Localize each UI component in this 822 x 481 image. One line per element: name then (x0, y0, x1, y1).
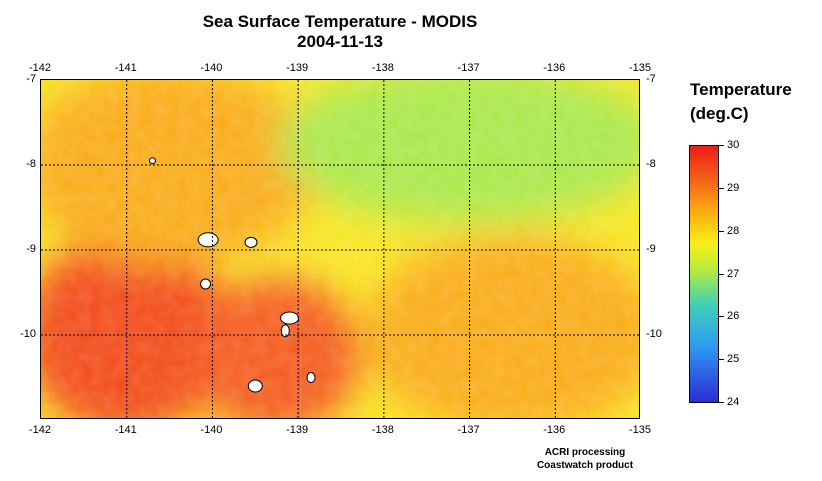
x-tick-label-top: -137 (457, 62, 480, 74)
colorbar-tick-label: 25 (727, 353, 740, 366)
island-1 (244, 236, 258, 248)
x-tick-label-top: -135 (628, 62, 652, 74)
x-tick-label-top: -139 (286, 62, 309, 74)
chart-date: 2004-11-13 (296, 32, 384, 51)
x-tick-label-top: -140 (200, 62, 223, 74)
y-tick-label-left: -8 (26, 158, 36, 170)
graticule (41, 80, 639, 418)
y-tick-label-left: -7 (26, 73, 36, 85)
x-tick-label-bottom: -141 (114, 424, 137, 436)
y-tick-label-right: -8 (646, 158, 656, 170)
colorbar-tick-label: 27 (727, 267, 740, 280)
colorbar-tick-label: 28 (727, 224, 740, 237)
x-tick-label-top: -136 (543, 62, 566, 74)
island-3 (280, 311, 300, 325)
colorbar-tick-mark (719, 187, 724, 189)
y-tick-label-left: -9 (26, 243, 36, 255)
colorbar-tick-mark (719, 359, 724, 361)
legend-title: Temperature (690, 80, 792, 99)
sst-texture (41, 80, 639, 418)
colorbar-tick-label: 29 (727, 181, 740, 194)
colorbar-tick-label: 24 (727, 396, 740, 408)
island-7 (148, 157, 156, 165)
sst-map (40, 79, 640, 419)
credit-processing: ACRI processing (544, 447, 626, 458)
x-tick-label-bottom: -137 (457, 424, 480, 436)
y-tick-label-right: -10 (646, 328, 662, 340)
colorbar-tick-label: 30 (727, 139, 740, 151)
island-0 (197, 232, 219, 248)
sst-map-canvas (41, 80, 639, 418)
y-tick-label-right: -9 (646, 243, 656, 255)
x-tick-label-bottom: -136 (543, 424, 566, 436)
chart-title: Sea Surface Temperature - MODIS (202, 12, 478, 31)
colorbar-tick-mark (719, 145, 724, 146)
colorbar-tick-mark (719, 316, 724, 318)
colorbar-tick-mark (719, 402, 724, 403)
legend-units: (deg.C) (690, 104, 749, 123)
y-tick-label-left: -10 (20, 328, 36, 340)
islands (148, 157, 316, 393)
colorbar-tick-mark (719, 273, 724, 275)
x-tick-label-bottom: -135 (628, 424, 652, 436)
x-tick-label-top: -138 (371, 62, 394, 74)
island-6 (247, 379, 263, 393)
x-tick-label-bottom: -139 (286, 424, 309, 436)
colorbar-tick-mark (719, 230, 724, 232)
colorbar (689, 145, 719, 403)
credit-product: Coastwatch product (536, 460, 634, 471)
island-4 (280, 324, 290, 338)
colorbar-tick-label: 26 (727, 310, 740, 323)
x-tick-label-bottom: -138 (371, 424, 394, 436)
island-5 (306, 372, 316, 383)
x-tick-label-top: -142 (28, 62, 52, 74)
y-tick-label-right: -7 (646, 73, 656, 85)
x-tick-label-bottom: -142 (28, 424, 52, 436)
x-tick-label-bottom: -140 (200, 424, 223, 436)
island-2 (200, 278, 212, 290)
x-tick-label-top: -141 (114, 62, 137, 74)
